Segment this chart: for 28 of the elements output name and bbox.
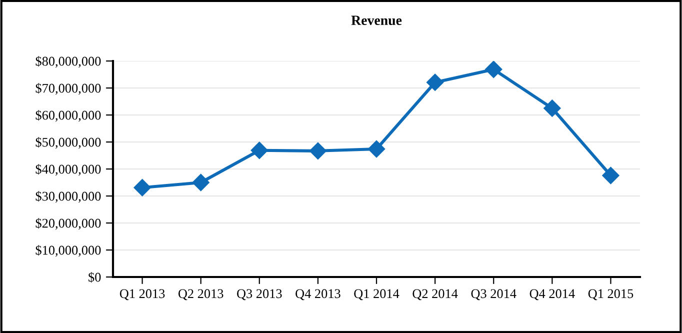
y-tick-label: $10,000,000 bbox=[36, 245, 101, 257]
x-tick-label: Q3 2014 bbox=[471, 289, 516, 300]
x-tick-label: Q2 2013 bbox=[178, 289, 224, 300]
x-tick-label: Q3 2013 bbox=[237, 289, 282, 300]
y-tick-label: $0 bbox=[88, 272, 101, 283]
y-tick-label: $50,000,000 bbox=[36, 137, 101, 149]
y-tick-label: $30,000,000 bbox=[36, 191, 101, 203]
x-tick-label: Q4 2014 bbox=[530, 289, 575, 300]
point bbox=[602, 166, 620, 184]
x-tick-label: Q1 2014 bbox=[354, 289, 400, 300]
point bbox=[192, 174, 210, 192]
chart-title: Revenue bbox=[351, 16, 402, 26]
y-tick-label: $80,000,000 bbox=[36, 56, 101, 68]
y-tick-label: $40,000,000 bbox=[36, 164, 101, 176]
x-tick-label: Q1 2013 bbox=[120, 289, 165, 300]
point bbox=[426, 74, 444, 91]
y-tick-label: $20,000,000 bbox=[36, 218, 101, 230]
point bbox=[544, 100, 561, 117]
x-tick-label: Q2 2014 bbox=[412, 289, 458, 300]
point bbox=[368, 140, 386, 158]
x-tick-label: Q4 2013 bbox=[296, 289, 340, 300]
y-tick-label: $60,000,000 bbox=[36, 110, 101, 122]
x-tick-label: Q1 2015 bbox=[588, 289, 634, 300]
point bbox=[485, 61, 502, 78]
y-tick-label: $70,000,000 bbox=[36, 83, 101, 95]
point bbox=[250, 142, 268, 159]
point bbox=[134, 179, 151, 196]
point bbox=[309, 142, 326, 160]
